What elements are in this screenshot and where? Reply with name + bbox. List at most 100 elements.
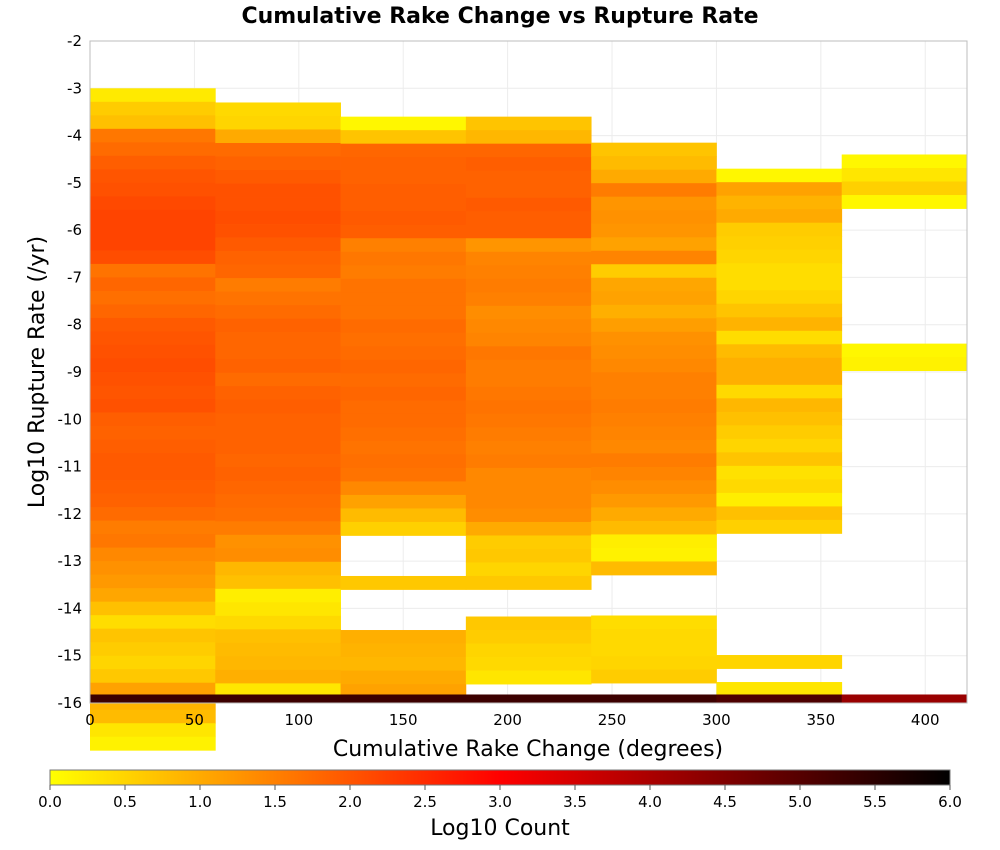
heatmap-cell [90, 399, 216, 413]
heatmap-cell [716, 506, 843, 521]
heatmap-cell [90, 561, 216, 576]
heatmap-cell [716, 438, 843, 453]
summary-cell [215, 694, 341, 703]
heatmap-cell [90, 507, 216, 521]
y-tick-label: -2 [67, 32, 82, 50]
y-tick-label: -6 [67, 221, 82, 239]
heatmap-cell [716, 182, 843, 197]
heatmap-cell [90, 169, 216, 184]
heatmap-cell [591, 669, 717, 684]
heatmap-cell [465, 265, 592, 280]
heatmap-cell [90, 155, 216, 170]
heatmap-cell [340, 211, 467, 226]
heatmap-cell [215, 251, 341, 265]
heatmap-cell [90, 317, 216, 332]
heatmap-cell [90, 88, 216, 103]
heatmap-cell [465, 346, 592, 361]
heatmap-cell [90, 547, 216, 562]
heatmap-cell [591, 547, 717, 562]
colorbar-tick-label: 2.5 [413, 793, 437, 811]
colorbar-tick-label: 5.5 [863, 793, 887, 811]
heatmap-cell [90, 182, 216, 197]
heatmap-cell [340, 440, 467, 455]
heatmap-cell [716, 263, 843, 278]
heatmap-cell [591, 520, 717, 535]
heatmap-cell [90, 142, 216, 157]
colorbar-tick-label: 4.5 [713, 793, 737, 811]
heatmap-cell [716, 344, 843, 359]
heatmap-cell [340, 332, 467, 347]
heatmap-cell [90, 115, 216, 130]
heatmap-cell [90, 371, 216, 386]
heatmap-cell [465, 157, 592, 172]
heatmap-cell [90, 669, 216, 684]
heatmap-cell [591, 656, 717, 670]
y-axis-label: Log10 Rupture Rate (/yr) [25, 236, 50, 508]
heatmap-cell [591, 642, 717, 657]
heatmap-cell [465, 400, 592, 415]
heatmap-cell [340, 278, 467, 293]
heatmap-cell [340, 116, 467, 131]
y-tick-label: -10 [58, 410, 83, 428]
x-tick-label: 100 [284, 711, 313, 729]
heatmap-cell [215, 656, 341, 671]
summary-cell [591, 694, 717, 703]
y-tick-label: -9 [67, 363, 82, 381]
x-tick-label: 200 [493, 711, 522, 729]
colorbar-label: Log10 Count [430, 816, 570, 841]
heatmap-cell [90, 466, 216, 481]
heatmap-cell [215, 467, 341, 482]
heatmap-cell [215, 318, 341, 333]
heatmap-cell [90, 736, 216, 751]
heatmap-cell [591, 223, 717, 238]
heatmap-cell [465, 630, 592, 644]
colorbar-tick-label: 3.5 [563, 793, 587, 811]
heatmap-cell [215, 561, 341, 576]
heatmap-cell [591, 169, 717, 184]
y-tick-label: -5 [67, 174, 82, 192]
heatmap-cell [215, 143, 341, 157]
heatmap-cell [591, 439, 717, 454]
summary-cell [716, 694, 843, 703]
heatmap-cell [591, 250, 717, 265]
heatmap-cell [465, 251, 592, 266]
heatmap-cell [465, 670, 592, 685]
heatmap-cell [465, 143, 592, 158]
heatmap-cell [90, 642, 216, 657]
heatmap-cell [215, 399, 341, 414]
heatmap-cell [716, 168, 843, 183]
x-axis-ticks: 0 50 100 150 200 250 300 350 400 [85, 711, 939, 729]
heatmap-cell [340, 197, 467, 212]
x-tick-label: 150 [389, 711, 418, 729]
heatmap-cell [215, 521, 341, 536]
heatmap-cell [716, 384, 843, 399]
heatmap-cell [465, 170, 592, 185]
heatmap-cell [465, 238, 592, 253]
colorbar-tick-label: 0.0 [38, 793, 62, 811]
heatmap-cell [591, 331, 717, 346]
heatmap-cell [591, 534, 717, 549]
heatmap-cell [716, 452, 843, 467]
colorbar-tick-label: 1.5 [263, 793, 287, 811]
heatmap-cell [90, 385, 216, 400]
heatmap-cell [215, 669, 341, 684]
heatmap-cell [340, 170, 467, 185]
heatmap-cell [90, 453, 216, 467]
heatmap-cell [465, 521, 592, 536]
heatmap-cell [591, 453, 717, 468]
colorbar-tick-label: 2.0 [338, 793, 362, 811]
heatmap-cell [591, 237, 717, 252]
heatmap-cell [340, 454, 467, 469]
heatmap-cell [215, 642, 341, 657]
heatmap-cell [591, 183, 717, 198]
heatmap-cell [716, 411, 843, 426]
heatmap-cell [215, 575, 341, 590]
heatmap-cell [215, 264, 341, 279]
heatmap-cell [716, 398, 843, 413]
heatmap-cell [90, 615, 216, 630]
heatmap-cell [215, 426, 341, 441]
heatmap-cell [340, 427, 467, 442]
heatmap-cell [465, 481, 592, 496]
heatmap-cell [591, 318, 717, 333]
x-tick-label: 400 [911, 711, 940, 729]
